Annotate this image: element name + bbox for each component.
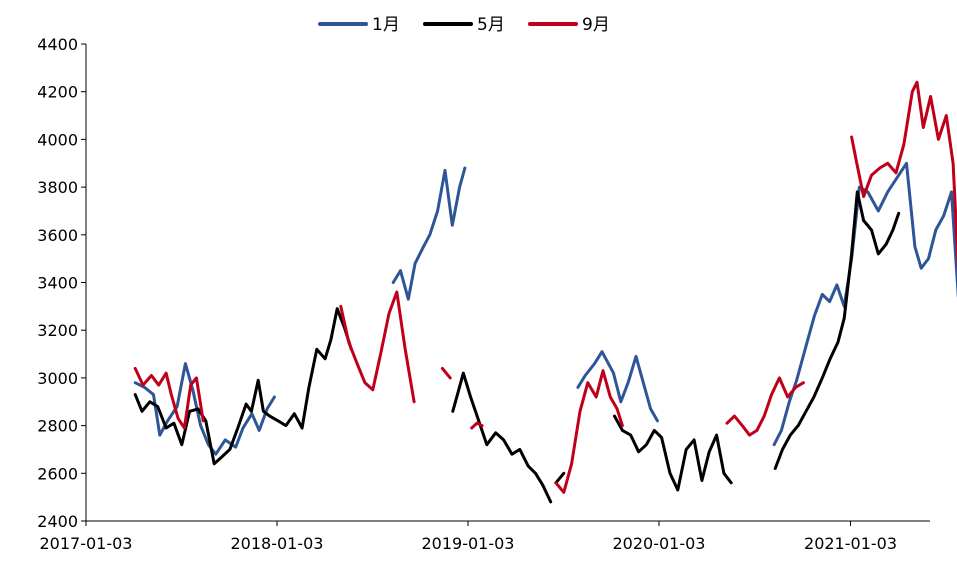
series-line	[725, 376, 805, 437]
legend-entry: 1月	[318, 15, 400, 35]
y-tick-label: 2800	[37, 417, 78, 436]
plot-series	[133, 80, 957, 504]
x-tick-label: 2021-01-03	[804, 534, 897, 553]
legend-label: 1月	[372, 15, 400, 35]
x-tick-label: 2018-01-03	[231, 534, 324, 553]
series-line	[133, 366, 205, 430]
series-line	[440, 366, 452, 380]
series-line	[451, 371, 553, 504]
legend-entry: 5月	[423, 15, 505, 35]
series-line	[339, 290, 416, 404]
legend-label: 9月	[582, 15, 610, 35]
y-tick-label: 4200	[37, 83, 78, 102]
x-axis: 2017-01-03 2018-01-03 2019-01-03 2020-01-03…	[40, 520, 930, 553]
series-line	[133, 362, 276, 456]
x-tick-label: 2020-01-03	[613, 534, 706, 553]
series-line	[133, 307, 353, 466]
series-line	[850, 80, 957, 269]
series-line	[470, 421, 484, 430]
y-tick-label: 3200	[37, 321, 78, 340]
series-line	[773, 190, 901, 470]
legend: 1月 5月 9月	[318, 15, 610, 35]
x-tick-label: 2017-01-03	[40, 534, 133, 553]
y-tick-label: 3600	[37, 226, 78, 245]
y-axis: 2400 2600 2800 3000 3200 3400 3600 3800 4000 4200…	[37, 35, 87, 531]
x-tick-label: 2019-01-03	[422, 534, 515, 553]
y-tick-label: 2600	[37, 464, 78, 483]
series-line	[576, 350, 659, 423]
series-line	[613, 414, 733, 492]
series-line	[772, 161, 957, 447]
legend-label: 5月	[477, 15, 505, 35]
y-tick-label: 3800	[37, 178, 78, 197]
y-tick-label: 2400	[37, 512, 78, 531]
y-tick-label: 3400	[37, 274, 78, 293]
legend-entry: 9月	[528, 15, 610, 35]
series-2	[133, 190, 901, 504]
series-3	[133, 80, 957, 494]
y-tick-label: 4400	[37, 35, 78, 54]
series-line	[554, 471, 566, 485]
y-tick-label: 3000	[37, 369, 78, 388]
series-1	[133, 161, 957, 456]
series-line	[554, 369, 624, 494]
series-line	[391, 166, 467, 301]
y-tick-label: 4000	[37, 130, 78, 149]
